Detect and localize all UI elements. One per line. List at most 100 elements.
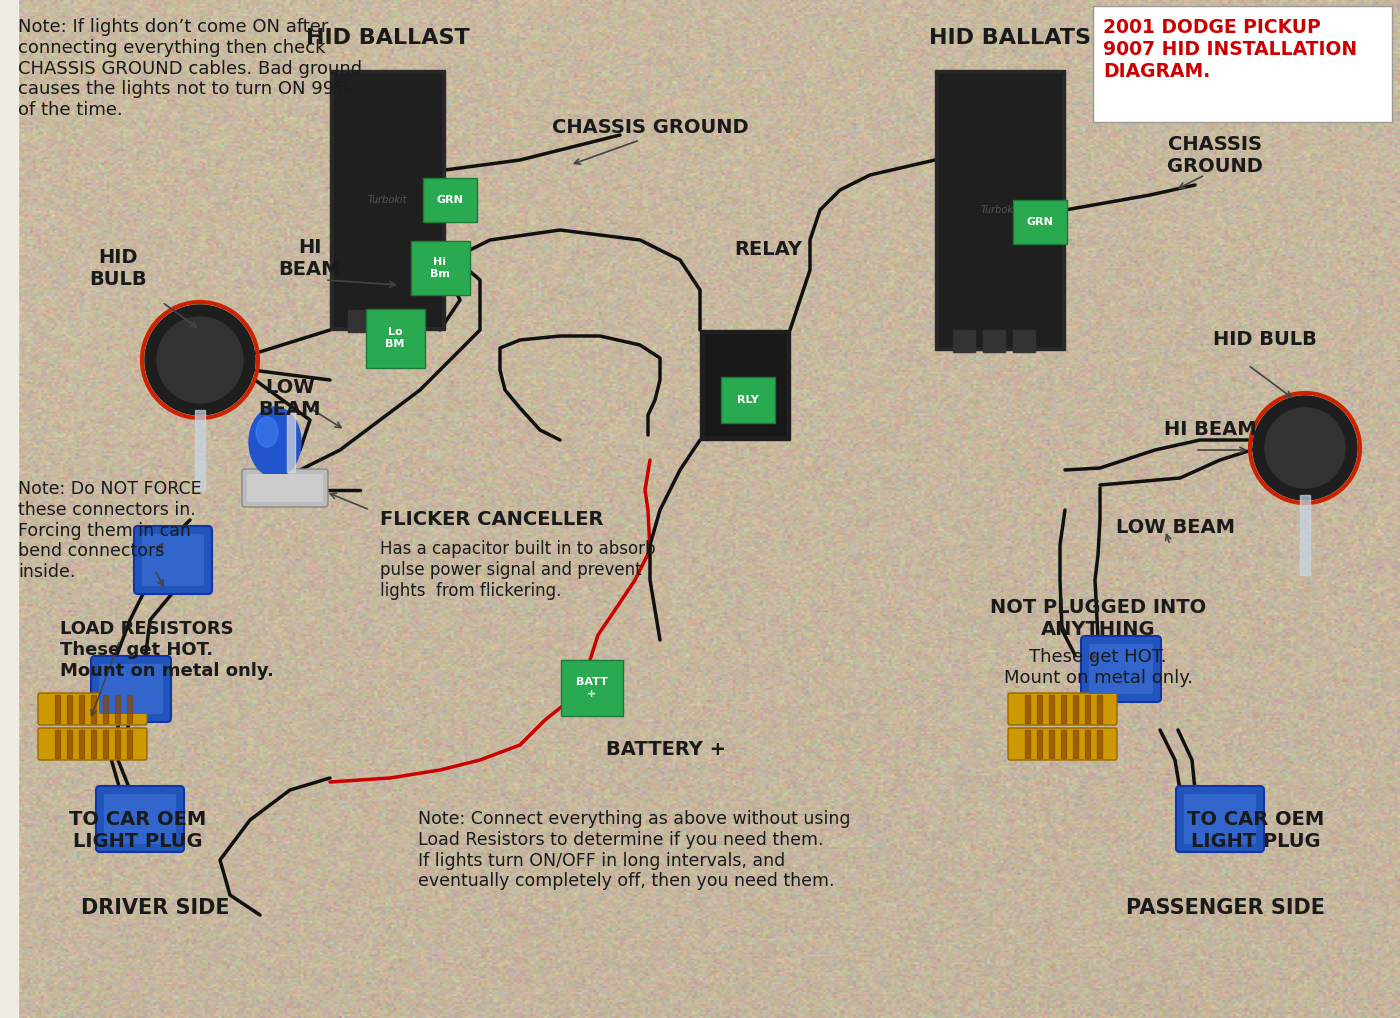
Ellipse shape bbox=[256, 417, 279, 447]
Bar bbox=[55, 695, 60, 723]
Bar bbox=[1072, 730, 1078, 758]
Circle shape bbox=[157, 317, 244, 403]
Bar bbox=[706, 335, 785, 435]
Bar bbox=[935, 70, 1065, 350]
Text: RELAY: RELAY bbox=[734, 240, 802, 259]
Bar bbox=[91, 730, 97, 758]
FancyBboxPatch shape bbox=[1184, 794, 1256, 844]
Text: CHASSIS GROUND: CHASSIS GROUND bbox=[552, 118, 749, 137]
Bar bbox=[115, 695, 120, 723]
Bar bbox=[91, 695, 97, 723]
Bar bbox=[330, 70, 445, 330]
Text: Has a capacitor built in to absorb
pulse power signal and prevent
lights  from f: Has a capacitor built in to absorb pulse… bbox=[379, 540, 655, 600]
FancyBboxPatch shape bbox=[1008, 728, 1117, 760]
Text: FLICKER CANCELLER: FLICKER CANCELLER bbox=[379, 510, 603, 529]
Bar bbox=[195, 410, 204, 490]
Text: LOW BEAM: LOW BEAM bbox=[1116, 518, 1235, 538]
Text: PASSENGER SIDE: PASSENGER SIDE bbox=[1126, 898, 1324, 918]
Circle shape bbox=[146, 305, 255, 415]
Bar bbox=[983, 330, 1005, 352]
Bar bbox=[78, 730, 84, 758]
Text: HID
BULB: HID BULB bbox=[90, 248, 147, 289]
FancyBboxPatch shape bbox=[97, 786, 183, 852]
FancyBboxPatch shape bbox=[561, 660, 623, 716]
FancyBboxPatch shape bbox=[38, 728, 147, 760]
Bar bbox=[1049, 730, 1054, 758]
Bar bbox=[335, 74, 441, 326]
Text: GRN: GRN bbox=[1026, 217, 1053, 227]
Bar bbox=[1085, 695, 1091, 723]
FancyBboxPatch shape bbox=[412, 241, 470, 295]
Text: HID BALLATS: HID BALLATS bbox=[930, 29, 1091, 48]
FancyBboxPatch shape bbox=[134, 526, 211, 593]
Bar bbox=[1025, 695, 1030, 723]
FancyBboxPatch shape bbox=[423, 178, 477, 222]
Text: BATTERY +: BATTERY + bbox=[606, 740, 727, 759]
Bar bbox=[1085, 730, 1091, 758]
Bar bbox=[127, 730, 132, 758]
Text: 2001 DODGE PICKUP
9007 HID INSTALLATION
DIAGRAM.: 2001 DODGE PICKUP 9007 HID INSTALLATION … bbox=[1103, 18, 1357, 81]
Text: Lo
BM: Lo BM bbox=[385, 327, 405, 349]
Bar bbox=[372, 310, 395, 332]
Text: Turbokit: Turbokit bbox=[980, 205, 1019, 215]
Circle shape bbox=[1266, 408, 1345, 488]
Bar bbox=[1061, 695, 1065, 723]
Bar bbox=[127, 695, 132, 723]
Circle shape bbox=[1253, 396, 1357, 500]
Bar bbox=[1098, 695, 1102, 723]
Ellipse shape bbox=[249, 407, 301, 477]
Bar bbox=[78, 695, 84, 723]
Bar bbox=[67, 695, 71, 723]
Bar bbox=[398, 310, 420, 332]
Text: Note: Do NOT FORCE
these connectors in.
Forcing them in can
bend connectors
insi: Note: Do NOT FORCE these connectors in. … bbox=[18, 480, 202, 581]
FancyBboxPatch shape bbox=[141, 534, 204, 586]
Bar bbox=[1037, 730, 1042, 758]
FancyBboxPatch shape bbox=[1176, 786, 1264, 852]
FancyBboxPatch shape bbox=[38, 693, 147, 725]
Bar bbox=[0, 0, 18, 1018]
Bar bbox=[104, 730, 108, 758]
FancyBboxPatch shape bbox=[99, 664, 162, 714]
Bar bbox=[953, 330, 974, 352]
Text: Turbokit: Turbokit bbox=[367, 195, 407, 205]
FancyBboxPatch shape bbox=[104, 794, 176, 844]
Bar bbox=[1301, 495, 1310, 575]
Text: LOAD RESISTORS
These get HOT.
Mount on metal only.: LOAD RESISTORS These get HOT. Mount on m… bbox=[60, 620, 274, 680]
FancyBboxPatch shape bbox=[1008, 693, 1117, 725]
Bar bbox=[67, 730, 71, 758]
Bar bbox=[55, 730, 60, 758]
Bar bbox=[287, 412, 295, 472]
Bar bbox=[1098, 730, 1102, 758]
Text: HI
BEAM: HI BEAM bbox=[279, 238, 342, 279]
Text: LOW
BEAM: LOW BEAM bbox=[259, 378, 321, 419]
Text: TO CAR OEM
LIGHT PLUG: TO CAR OEM LIGHT PLUG bbox=[1187, 810, 1324, 851]
Bar bbox=[1061, 730, 1065, 758]
Text: HID BULB: HID BULB bbox=[1212, 330, 1317, 349]
FancyBboxPatch shape bbox=[1093, 6, 1392, 122]
Text: TO CAR OEM
LIGHT PLUG: TO CAR OEM LIGHT PLUG bbox=[70, 810, 207, 851]
Text: These get HOT.
Mount on metal only.: These get HOT. Mount on metal only. bbox=[1004, 648, 1193, 687]
Text: Note: Connect everything as above without using
Load Resistors to determine if y: Note: Connect everything as above withou… bbox=[419, 810, 851, 891]
Text: HID BALLAST: HID BALLAST bbox=[307, 29, 470, 48]
FancyBboxPatch shape bbox=[91, 656, 171, 722]
Bar bbox=[115, 730, 120, 758]
Text: Note: If lights don’t come ON after
connecting everything then check
CHASSIS GRO: Note: If lights don’t come ON after conn… bbox=[18, 18, 363, 119]
Text: HI BEAM: HI BEAM bbox=[1163, 420, 1256, 439]
Text: BATT
+: BATT + bbox=[575, 677, 608, 698]
FancyBboxPatch shape bbox=[365, 309, 426, 367]
Bar bbox=[1014, 330, 1035, 352]
FancyBboxPatch shape bbox=[246, 474, 323, 502]
Text: RLY: RLY bbox=[738, 395, 759, 405]
Text: Hi
Bm: Hi Bm bbox=[430, 258, 449, 279]
Bar bbox=[700, 330, 790, 440]
Bar bbox=[104, 695, 108, 723]
Bar bbox=[939, 74, 1061, 346]
Bar bbox=[349, 310, 370, 332]
Text: GRN: GRN bbox=[437, 195, 463, 205]
FancyBboxPatch shape bbox=[242, 469, 328, 507]
FancyBboxPatch shape bbox=[1081, 636, 1161, 702]
FancyBboxPatch shape bbox=[1014, 200, 1067, 244]
Text: NOT PLUGGED INTO
ANYTHING: NOT PLUGGED INTO ANYTHING bbox=[990, 598, 1207, 639]
FancyBboxPatch shape bbox=[721, 377, 776, 423]
Bar bbox=[1025, 730, 1030, 758]
